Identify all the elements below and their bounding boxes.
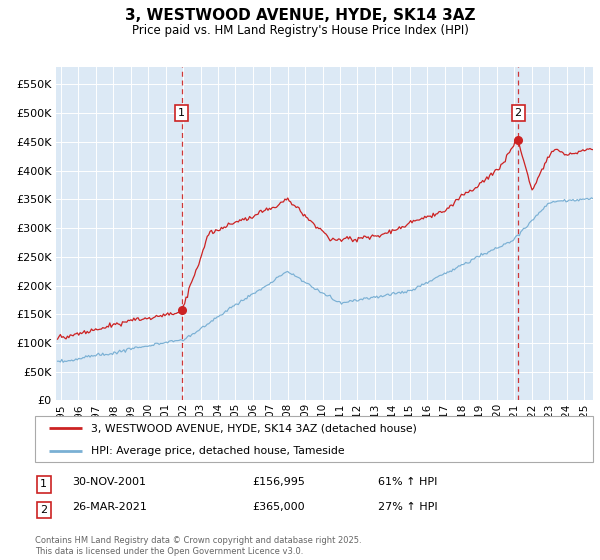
Text: 1: 1 [178, 108, 185, 118]
Text: 2: 2 [515, 108, 522, 118]
Text: £156,995: £156,995 [252, 477, 305, 487]
Text: Contains HM Land Registry data © Crown copyright and database right 2025.
This d: Contains HM Land Registry data © Crown c… [35, 536, 361, 556]
Text: £365,000: £365,000 [252, 502, 305, 512]
Text: 1: 1 [40, 479, 47, 489]
Text: 30-NOV-2001: 30-NOV-2001 [72, 477, 146, 487]
Text: 27% ↑ HPI: 27% ↑ HPI [378, 502, 437, 512]
Text: 26-MAR-2021: 26-MAR-2021 [72, 502, 147, 512]
Text: 61% ↑ HPI: 61% ↑ HPI [378, 477, 437, 487]
Text: HPI: Average price, detached house, Tameside: HPI: Average price, detached house, Tame… [91, 446, 344, 456]
Text: 3, WESTWOOD AVENUE, HYDE, SK14 3AZ: 3, WESTWOOD AVENUE, HYDE, SK14 3AZ [125, 8, 475, 24]
Text: 2: 2 [40, 505, 47, 515]
Text: Price paid vs. HM Land Registry's House Price Index (HPI): Price paid vs. HM Land Registry's House … [131, 24, 469, 36]
Text: 3, WESTWOOD AVENUE, HYDE, SK14 3AZ (detached house): 3, WESTWOOD AVENUE, HYDE, SK14 3AZ (deta… [91, 423, 416, 433]
